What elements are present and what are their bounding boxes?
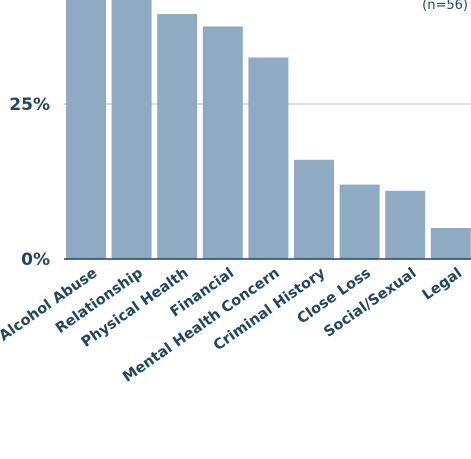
y-tick-label: 0% xyxy=(21,250,50,270)
sample-size-label: (n=56) xyxy=(422,0,468,13)
bar-social-sexual xyxy=(385,190,426,259)
bar-alcohol-abuse xyxy=(66,0,106,259)
bars xyxy=(66,0,471,259)
bar-close-loss xyxy=(339,184,380,259)
bar-physical-health xyxy=(157,14,198,259)
axis: 0% 25% xyxy=(9,95,471,270)
x-tick-label: Legal xyxy=(420,265,465,303)
bar-financial xyxy=(202,26,243,259)
bar-legal xyxy=(430,228,471,259)
bar-mental-health-concern xyxy=(248,57,289,259)
bar-relationship xyxy=(111,0,152,259)
y-tick-label: 25% xyxy=(9,95,50,115)
bar-criminal-history xyxy=(294,159,334,259)
